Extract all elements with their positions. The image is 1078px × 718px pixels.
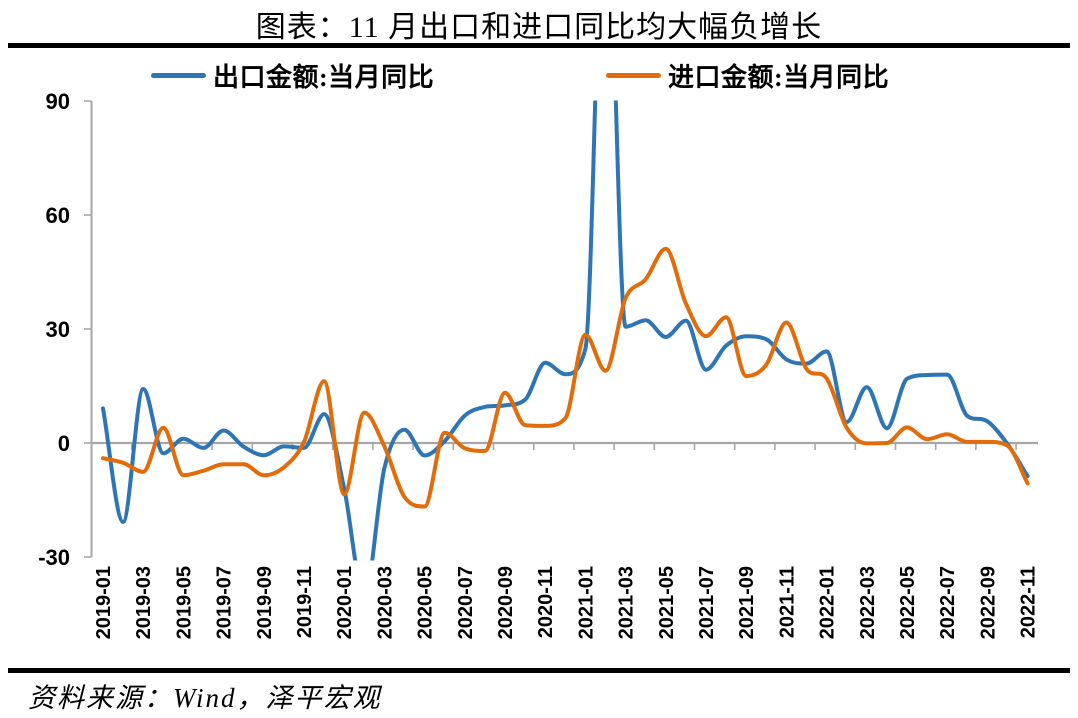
x-tick-label: 2022-03 [857,566,879,639]
x-tick-label: 2021-05 [656,566,678,639]
x-tick-label: 2022-01 [817,566,839,639]
x-tick-label: 2020-01 [334,566,356,639]
x-tick-label: 2021-09 [736,566,758,639]
export-line [101,100,1030,561]
y-tick-label: 60 [46,203,70,228]
x-tick-label: 2019-03 [133,566,155,639]
x-tick-label: 2022-05 [897,566,919,639]
y-axis-labels: 90 60 30 0 -30 [38,89,70,570]
x-tick-label: 2022-07 [937,566,959,639]
y-tick-label: 90 [46,89,70,114]
export-line-swatch [151,72,206,78]
x-tick-label: 2020-11 [535,566,557,638]
x-tick-label: 2022-09 [977,566,999,639]
page-title: 图表：11 月出口和进口同比均大幅负增长 [255,11,823,44]
x-tick-label: 2020-09 [495,566,517,639]
x-tick-label: 2022-11 [1018,566,1040,638]
x-tick-label: 2019-09 [254,566,276,639]
legend-label-export: 出口金额:当月同比 [213,62,435,92]
x-tick-label: 2021-03 [616,566,638,639]
legend-item-import: 进口金额:当月同比 [606,58,889,92]
x-tick-label: 2021-11 [776,566,798,638]
source-note: 资料来源：Wind，泽平宏观 [28,683,382,713]
x-tick-label: 2019-01 [93,566,115,639]
y-tick-label: 0 [58,431,70,456]
x-tick-label: 2019-07 [214,566,236,639]
x-tick-label: 2019-11 [294,566,316,638]
legend-label-import: 进口金额:当月同比 [668,62,890,92]
bottom-divider [8,668,1070,673]
y-tick-label: -30 [38,545,70,570]
x-tick-label: 2021-07 [696,566,718,639]
x-tick-label: 2020-03 [374,566,396,639]
series-lines [101,100,1030,561]
import-line-swatch [606,72,661,78]
x-tick-label: 2020-07 [455,566,477,639]
y-tick-label: 30 [46,317,70,342]
import-line [101,246,1030,509]
title-divider [8,43,1070,48]
axes [84,100,1038,558]
legend-item-export: 出口金额:当月同比 [151,58,434,92]
x-axis-labels: 2019-01 2019-03 2019-05 2019-07 2019-09 2019-… [93,566,1040,639]
x-tick-label: 2021-01 [575,566,597,639]
x-tick-label: 2020-05 [415,566,437,639]
x-tick-label: 2019-05 [173,566,195,639]
